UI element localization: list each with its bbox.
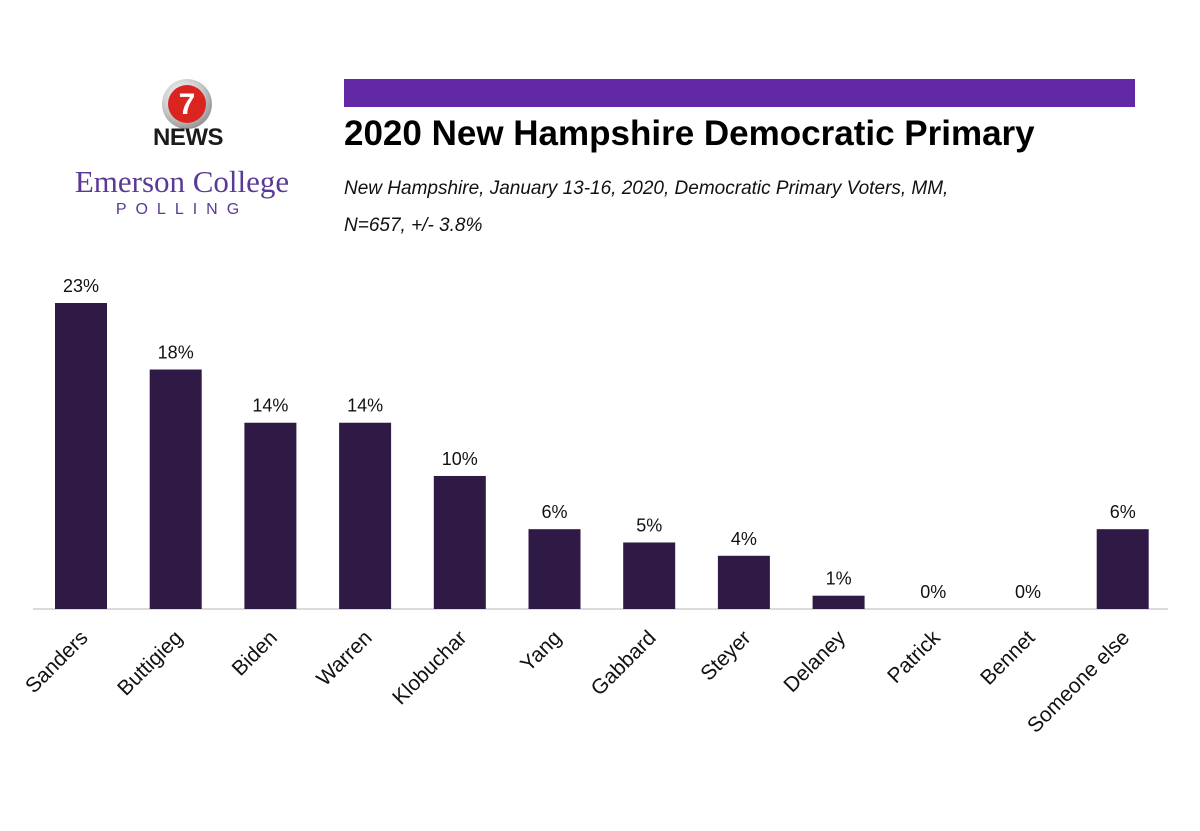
title-accent-bar — [344, 79, 1135, 107]
x-tick-label: Someone else — [1023, 626, 1134, 737]
bar-biden — [244, 422, 297, 609]
x-tick-label: Buttigieg — [113, 626, 187, 700]
x-tick-label: Sanders — [21, 626, 93, 698]
data-label: 14% — [252, 396, 288, 416]
x-tick-label: Steyer — [696, 626, 755, 685]
bar-someone-else — [1096, 529, 1149, 609]
data-label: 6% — [1110, 502, 1136, 522]
channel-7-logo-icon: 7 — [162, 79, 212, 129]
data-label: 10% — [442, 449, 478, 469]
x-tick-label: Klobuchar — [388, 626, 471, 709]
bar-yang — [528, 529, 581, 609]
data-label: 0% — [920, 582, 946, 602]
data-label: 4% — [731, 529, 757, 549]
x-tick-label: Yang — [516, 626, 566, 676]
bar-steyer — [717, 555, 770, 609]
org-sub: POLLING — [115, 201, 249, 218]
chart-title: 2020 New Hampshire Democratic Primary — [344, 114, 1035, 153]
data-label: 18% — [158, 343, 194, 363]
bar-gabbard — [623, 542, 676, 609]
data-label: 14% — [347, 396, 383, 416]
data-label: 5% — [636, 515, 662, 535]
bar-warren — [339, 422, 392, 609]
channel-number: 7 — [179, 88, 196, 121]
org-name: Emerson College — [74, 164, 290, 199]
data-label: 6% — [541, 502, 567, 522]
channel-name: NEWS — [153, 124, 224, 151]
x-tick-label: Bennet — [976, 626, 1039, 689]
x-tick-label: Gabbard — [587, 626, 661, 700]
data-label: 1% — [826, 569, 852, 589]
x-tick-label: Delaney — [779, 626, 850, 697]
chart-subtitle-line2: N=657, +/- 3.8% — [344, 215, 483, 236]
bar-sanders — [55, 303, 107, 609]
bar-klobuchar — [433, 475, 486, 609]
bar-buttigieg — [149, 369, 202, 609]
x-tick-label: Biden — [228, 626, 282, 680]
chart-subtitle-line1: New Hampshire, January 13-16, 2020, Demo… — [344, 178, 949, 199]
x-tick-label: Patrick — [883, 626, 945, 688]
x-tick-label: Warren — [312, 626, 376, 690]
bar-delaney — [812, 595, 865, 609]
data-label: 0% — [1015, 582, 1041, 602]
data-label: 23% — [63, 276, 99, 296]
